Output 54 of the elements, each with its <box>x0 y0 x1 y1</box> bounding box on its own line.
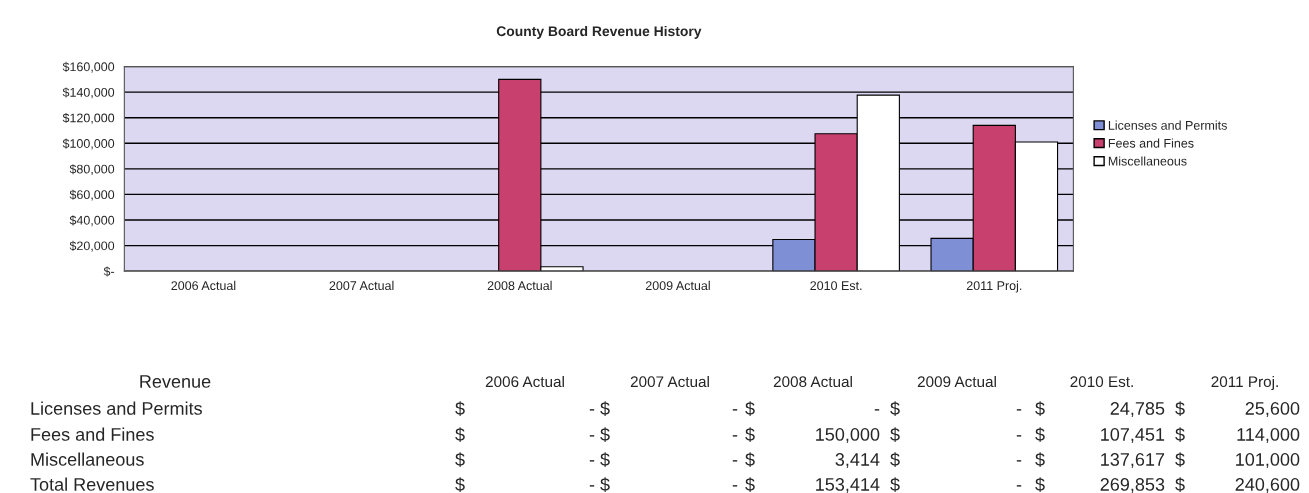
text: $ 269,853 <box>1035 477 1165 493</box>
text: $ - <box>600 401 738 416</box>
text: $ - <box>890 452 1022 467</box>
legend-label: Miscellaneous <box>1108 156 1187 166</box>
text: $ - <box>455 401 595 416</box>
text: $ 24,785 <box>1035 401 1165 417</box>
category-label: 2006 Actual <box>485 375 564 388</box>
category-label: 2008 Actual <box>773 375 852 388</box>
text: $ - <box>890 477 1022 492</box>
y-tick-label: $120,000 <box>62 112 115 124</box>
y-tick-label: $80,000 <box>69 164 115 175</box>
category-label: Miscellaneous <box>31 452 144 466</box>
category-label: 2007 Actual <box>630 375 709 388</box>
category-label: 2009 Actual <box>917 375 996 388</box>
text: $ 107,451 <box>1035 427 1165 443</box>
text: Revenue <box>140 375 211 388</box>
legend-label: Fees and Fines <box>1108 138 1194 148</box>
category-label: Licenses and Permits <box>31 401 202 415</box>
y-tick-label: $140,000 <box>62 87 115 99</box>
category-label: 2011 Proj. <box>1211 375 1278 391</box>
text: $ - <box>890 401 1022 416</box>
x-tick-label: 2007 Actual <box>329 280 394 291</box>
chart-title: County Board Revenue History <box>496 25 702 39</box>
category-label: Total Revenues <box>30 477 154 491</box>
category-label: Fees and Fines <box>31 427 154 441</box>
text: $ - <box>600 477 738 492</box>
y-tick-label: $40,000 <box>69 215 115 227</box>
text: $ 240,600 <box>1175 477 1300 493</box>
text: $ - <box>455 452 595 467</box>
y-tick-label: $- <box>103 266 115 277</box>
text: $ 150,000 <box>745 427 880 443</box>
y-tick-label: $60,000 <box>69 189 115 201</box>
text: $ - <box>600 427 738 442</box>
y-tick-label: $20,000 <box>69 240 115 252</box>
legend-label: Licenses and Permits <box>1108 120 1227 130</box>
x-tick-label: 2010 Est. <box>810 281 862 291</box>
text: $ 3,414 <box>745 452 880 468</box>
category-label: 2010 Est. <box>1070 376 1133 388</box>
text: $ - <box>455 427 595 442</box>
text: $ 101,000 <box>1175 452 1300 468</box>
x-tick-label: 2009 Actual <box>645 280 710 291</box>
y-tick-label: $100,000 <box>62 138 115 150</box>
x-tick-label: 2011 Proj. <box>966 280 1022 293</box>
text: $ 137,617 <box>1035 452 1165 468</box>
text: $ 25,600 <box>1175 401 1300 417</box>
text: $ - <box>890 427 1022 442</box>
text: $ 153,414 <box>745 477 880 493</box>
text: $ 114,000 <box>1175 427 1300 443</box>
y-tick-label: $160,000 <box>62 61 115 73</box>
text: $ - <box>600 452 738 467</box>
text: $ - <box>455 477 595 492</box>
x-tick-label: 2008 Actual <box>487 280 552 291</box>
x-tick-label: 2006 Actual <box>171 280 236 291</box>
text: $ - <box>745 401 880 416</box>
